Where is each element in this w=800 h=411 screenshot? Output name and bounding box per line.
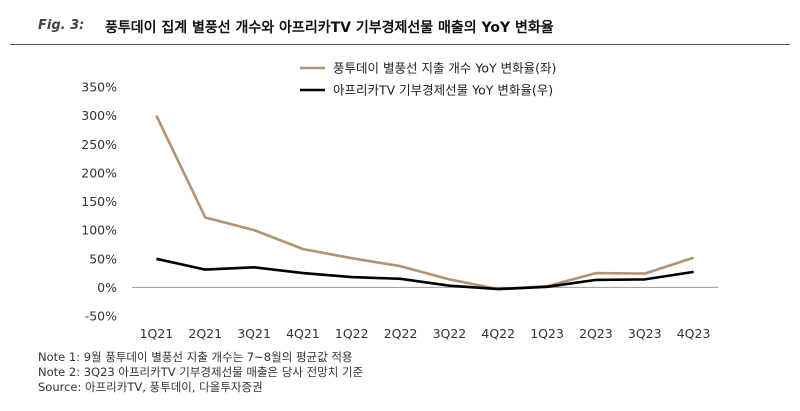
x-tick-label: 2Q23 [579, 326, 613, 341]
y-tick-label: 250% [81, 137, 117, 152]
x-tick-label: 3Q23 [628, 326, 662, 341]
x-tick-label: 2Q22 [384, 326, 418, 341]
y-tick-label: -50% [85, 309, 117, 324]
series-line-1 [155, 115, 695, 291]
x-tick-label: 1Q23 [530, 326, 564, 341]
y-tick-label: 350% [81, 80, 117, 95]
x-tick-label: 4Q22 [481, 326, 515, 341]
legend-label: 풍투데이 별풍선 지출 개수 YoY 변화율(좌) [333, 61, 556, 76]
figure-header: Fig. 3: 풍투데이 집계 별풍선 개수와 아프리카TV 기부경제선물 매출… [10, 14, 790, 40]
y-tick-label: 150% [81, 194, 117, 209]
x-tick-label: 2Q21 [188, 326, 222, 341]
note-2: Note 2: 3Q23 아프리카TV 기부경제선물 매출은 당사 전망치 기준 [38, 365, 364, 379]
x-tick-label: 4Q23 [677, 326, 711, 341]
y-tick-label: 200% [81, 165, 117, 180]
x-tick-label: 1Q21 [140, 326, 174, 341]
notes: Note 1: 9월 풍투데이 별풍선 지출 개수는 7~8월의 평균값 적용 … [38, 350, 363, 395]
y-tick-label: 300% [81, 108, 117, 123]
y-tick-label: 50% [89, 251, 117, 266]
line-chart: 350% 300% 250% 200% 150% 100% 50% 0% -50% 1Q21 2Q… [81, 61, 718, 341]
legend: 풍투데이 별풍선 지출 개수 YoY 변화율(좌) 아프리카TV 기부경제선물 Y… [300, 61, 556, 98]
series-layer [155, 115, 695, 291]
series-line-2 [156, 257, 694, 291]
x-tick-label: 3Q22 [433, 326, 467, 341]
y-tick-label: 100% [81, 223, 117, 238]
title-divider [10, 44, 790, 45]
x-tick-label: 3Q21 [237, 326, 271, 341]
x-tick-label: 4Q21 [286, 326, 320, 341]
y-axis: 350% 300% 250% 200% 150% 100% 50% 0% -50% [81, 80, 117, 324]
figure-label: Fig. 3: [38, 18, 85, 33]
legend-label: 아프리카TV 기부경제선물 YoY 변화율(우) [333, 83, 553, 98]
note-1: Note 1: 9월 풍투데이 별풍선 지출 개수는 7~8월의 평균값 적용 [38, 350, 353, 364]
x-tick-label: 1Q22 [335, 326, 369, 341]
figure-title: 풍투데이 집계 별풍선 개수와 아프리카TV 기부경제선물 매출의 YoY 변화… [105, 20, 554, 36]
x-axis: 1Q21 2Q21 3Q21 4Q21 1Q22 2Q22 3Q22 4Q22 1Q23 2Q23… [132, 286, 718, 341]
y-tick-label: 0% [97, 280, 117, 295]
source-note: Source: 아프리카TV, 풍투데이, 다올투자증권 [38, 380, 263, 394]
